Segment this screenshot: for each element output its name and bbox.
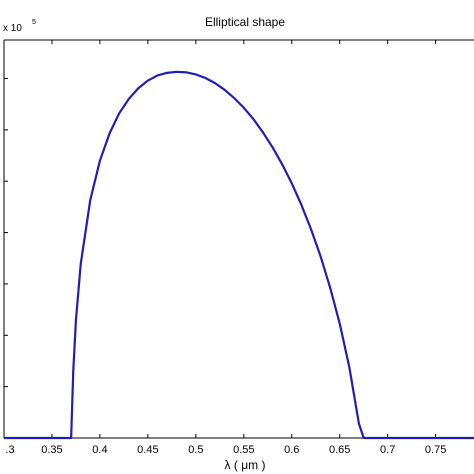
- x-ticks: .3 0.35 0.4 0.45 0.5 0.55 0.6 0.65 0.7 0.75: [3, 40, 446, 456]
- x-axis-label: λ ( μm ): [225, 458, 266, 472]
- y-axis-multiplier: x 10: [3, 23, 22, 34]
- y-axis-multiplier-exponent: 5: [32, 19, 36, 26]
- x-tick-label: 0.45: [137, 444, 158, 456]
- series-layer: [4, 70, 474, 440]
- y-ticks: [4, 78, 8, 439]
- x-tick-label: 0.7: [380, 444, 395, 456]
- x-tick-label: 0.6: [284, 444, 299, 456]
- x-tick-label: 0.35: [41, 444, 62, 456]
- series-line: [4, 70, 474, 440]
- x-tick-label: 0.55: [233, 444, 254, 456]
- chart-title: Elliptical shape: [205, 15, 285, 29]
- x-tick-label: .3: [5, 444, 14, 456]
- x-tick-label: 0.75: [425, 444, 446, 456]
- x-tick-label: 0.65: [329, 444, 350, 456]
- plot-area-frame: [3, 39, 474, 439]
- x-tick-label: 0.5: [188, 444, 203, 456]
- x-tick-label: 0.4: [92, 444, 107, 456]
